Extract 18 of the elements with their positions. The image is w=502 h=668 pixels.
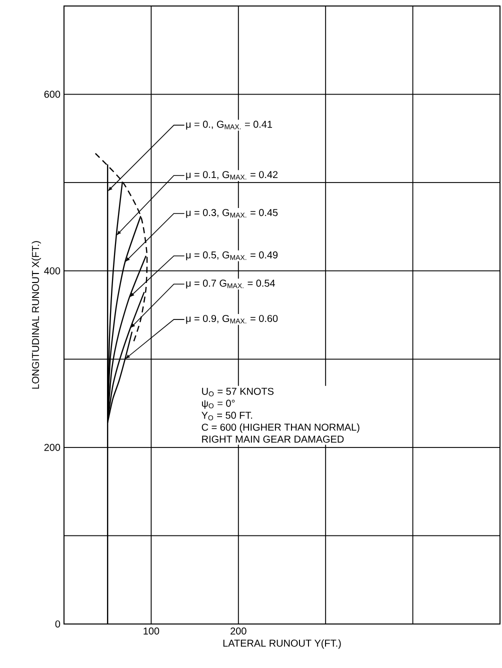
x-axis-title: LATERAL RUNOUT Y(FT.) xyxy=(223,639,341,649)
y-tick-label: 200 xyxy=(44,444,60,451)
x-tick-label: 100 xyxy=(144,628,160,635)
y-tick-label: 600 xyxy=(44,90,60,98)
text: μ = 0.9, G$_{MAX.}$ = 0.60 xyxy=(186,314,278,324)
annotation: ψ$_{O}$ = 0° xyxy=(202,400,235,409)
text: μ = 0.7 G$_{MAX.}$ = 0.54 xyxy=(186,280,275,289)
text: μ = 0., G$_{MAX.}$ = 0.41 xyxy=(186,120,272,130)
annotation: U$_{O}$ = 57 KNOTS xyxy=(202,388,274,396)
annotation: C = 600 (HIGHER THAN NORMAL) xyxy=(202,423,360,433)
text: μ = 0.3, G$_{MAX.}$ = 0.45 xyxy=(186,209,278,218)
y-axis-title: LONGITUDINAL RUNOUT X(FT.) xyxy=(32,241,41,389)
text: μ = 0.5, G$_{MAX.}$ = 0.49 xyxy=(186,251,278,260)
annotation: Y$_{O}$ = 50 FT. xyxy=(202,412,252,420)
y-tick-label: 0 xyxy=(55,620,60,628)
text: μ = 0.1, G$_{MAX.}$ = 0.42 xyxy=(186,171,278,180)
annotation: RIGHT MAIN GEAR DAMAGED xyxy=(202,436,344,443)
y-tick-label: 400 xyxy=(44,267,60,274)
